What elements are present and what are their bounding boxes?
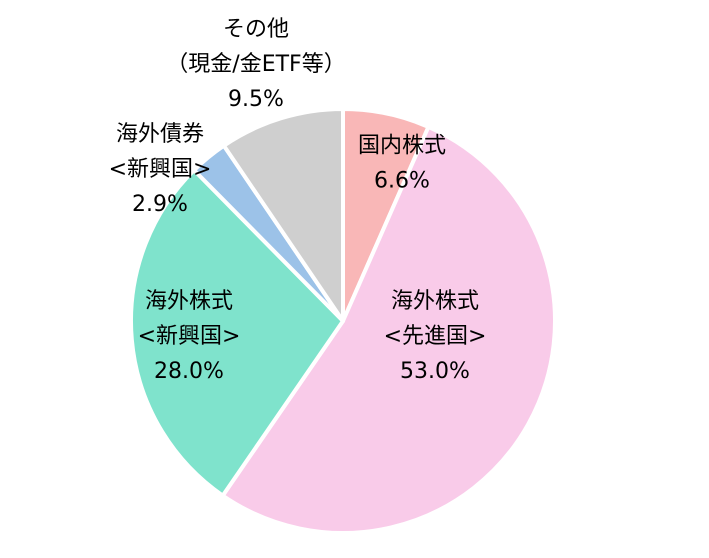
slice-category-label: <先進国> — [384, 324, 487, 349]
slice-value-label: 9.5% — [228, 87, 284, 112]
slice-foreign-stocks-developed — [220, 124, 557, 535]
slice-label-other: その他 （現金/金ETF等） 9.5% — [166, 17, 345, 112]
slice-label-domestic-stocks: 国内株式 6.6% — [358, 134, 446, 194]
slice-category-label: <新興国> — [109, 157, 212, 182]
slice-category-label: （現金/金ETF等） — [166, 52, 345, 77]
slice-value-label: 28.0% — [154, 359, 224, 384]
slice-other — [221, 107, 345, 323]
slice-foreign-stocks-emerging — [128, 168, 345, 498]
slice-value-label: 2.9% — [132, 192, 188, 217]
slice-category-label: <新興国> — [138, 324, 241, 349]
pie-labels: 国内株式 6.6% 海外株式 <先進国> 53.0% 海外株式 <新興国> 28.0% 海… — [109, 17, 487, 384]
slice-category-label: 国内株式 — [358, 134, 446, 159]
slice-category-label: 海外株式 — [391, 289, 479, 314]
slice-category-label: その他 — [223, 17, 289, 42]
slice-label-foreign-bonds-emerging: 海外債券 <新興国> 2.9% — [109, 122, 212, 217]
slice-category-label: 海外債券 — [116, 122, 204, 147]
slice-value-label: 6.6% — [374, 169, 430, 194]
pie-slices — [128, 107, 557, 535]
slice-label-foreign-stocks-developed: 海外株式 <先進国> 53.0% — [384, 289, 487, 384]
slice-category-label: 海外株式 — [145, 289, 233, 314]
slice-label-foreign-stocks-emerging: 海外株式 <新興国> 28.0% — [138, 289, 241, 384]
slice-value-label: 53.0% — [400, 359, 470, 384]
